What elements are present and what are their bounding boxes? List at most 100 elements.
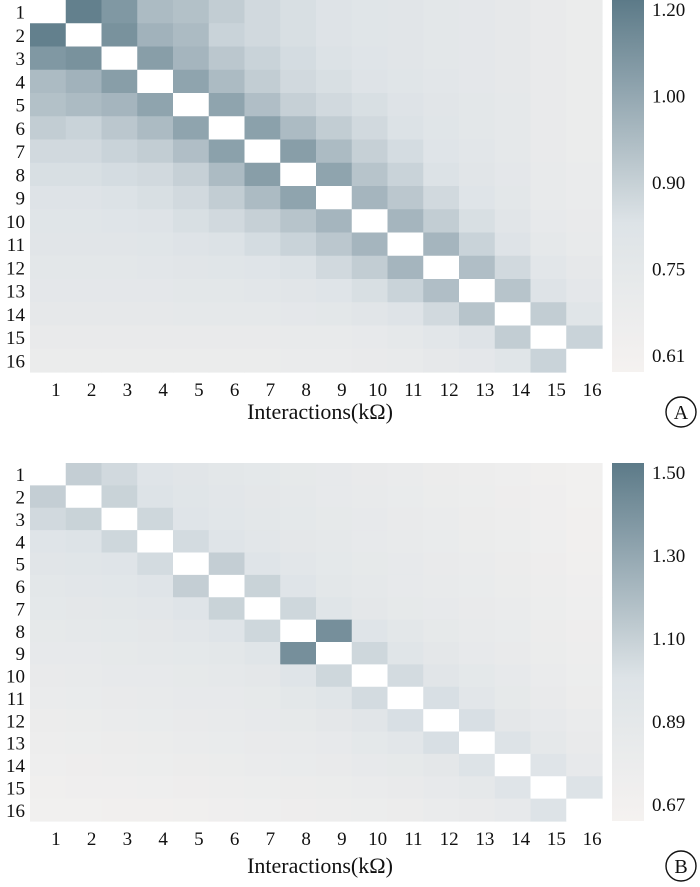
- heatmap-cell: [244, 619, 281, 643]
- heatmap-cell: [101, 463, 138, 486]
- heatmap-cell: [280, 116, 317, 141]
- heatmap-cell: [387, 507, 424, 531]
- heatmap-cell: [208, 485, 246, 509]
- heatmap-cell: [30, 798, 67, 822]
- heatmap-cell: [137, 279, 174, 303]
- heatmap-cell: [530, 116, 567, 141]
- heatmap-cell: [530, 597, 567, 621]
- heatmap-cell: [316, 302, 353, 327]
- heatmap-cell: [459, 776, 496, 800]
- heatmap-cell: [566, 776, 603, 800]
- heatmap-cell: [280, 530, 317, 554]
- heatmap-cell: [423, 302, 460, 327]
- heatmap-cell: [280, 731, 317, 755]
- y-tick-label: 15: [6, 778, 25, 799]
- heatmap-cell: [65, 302, 103, 327]
- heatmap-cell: [494, 776, 532, 800]
- heatmap-cell: [30, 46, 67, 71]
- x-tick-label: 1: [51, 829, 61, 850]
- heatmap-cell: [208, 302, 246, 327]
- heatmap-cell: [351, 46, 389, 71]
- heatmap-cell: [280, 279, 317, 303]
- heatmap-cell: [137, 709, 174, 733]
- heatmap-cell: [351, 302, 389, 327]
- heatmap-cell: [387, 93, 424, 117]
- heatmap-cell: [65, 753, 103, 777]
- heatmap-cell: [208, 798, 246, 822]
- heatmap-cell: [387, 139, 424, 164]
- heatmap-cell: [494, 709, 532, 733]
- heatmap-cell: [351, 597, 389, 621]
- y-tick-label: 14: [6, 756, 26, 777]
- heatmap-cell: [316, 69, 353, 94]
- heatmap-cell: [30, 0, 67, 24]
- heatmap-cell: [351, 664, 389, 688]
- panel-badge-label: B: [674, 856, 687, 878]
- x-tick-label: 12: [440, 829, 459, 850]
- heatmap-cell: [423, 552, 460, 576]
- heatmap-cell: [423, 731, 460, 755]
- heatmap-cell: [423, 709, 460, 733]
- heatmap-cell: [30, 507, 67, 531]
- heatmap-cell: [137, 731, 174, 755]
- heatmap-cell: [459, 463, 496, 486]
- heatmap-cell: [387, 116, 424, 141]
- heatmap-cell: [244, 686, 281, 710]
- heatmap-cell: [208, 530, 246, 554]
- heatmap-cell: [494, 798, 532, 822]
- heatmap-cell: [351, 776, 389, 800]
- heatmap-cell: [459, 232, 496, 257]
- heatmap-cell: [566, 209, 603, 234]
- heatmap-cell: [316, 46, 353, 71]
- heatmap-cell: [459, 485, 496, 509]
- heatmap-cell: [530, 664, 567, 688]
- heatmap-cell: [387, 552, 424, 576]
- heatmap-cell: [494, 731, 532, 755]
- heatmap-cell: [137, 574, 174, 598]
- heatmap-cell: [459, 139, 496, 164]
- heatmap-cell: [316, 279, 353, 303]
- heatmap-cell: [208, 507, 246, 531]
- heatmap-cell: [351, 93, 389, 117]
- heatmap-cell: [423, 776, 460, 800]
- heatmap-cell: [459, 255, 496, 280]
- heatmap-cell: [351, 162, 389, 187]
- heatmap-cell: [30, 325, 67, 350]
- heatmap-cell: [137, 162, 174, 187]
- y-tick-label: 11: [7, 235, 25, 256]
- heatmap-cell: [387, 186, 424, 210]
- heatmap-cell: [387, 325, 424, 350]
- heatmap-cell: [137, 597, 174, 621]
- heatmap-cell: [101, 507, 138, 531]
- heatmap-cell: [351, 255, 389, 280]
- heatmap-cell: [494, 69, 532, 94]
- heatmap-cell: [459, 731, 496, 755]
- heatmap-cell: [244, 209, 281, 234]
- y-tick-label: 8: [16, 165, 26, 186]
- heatmap-cell: [423, 753, 460, 777]
- heatmap-cell: [280, 485, 317, 509]
- heatmap-cell: [316, 485, 353, 509]
- heatmap-cell: [459, 552, 496, 576]
- heatmap-cell: [208, 69, 246, 94]
- heatmap-cell: [65, 279, 103, 303]
- heatmap-cell: [459, 325, 496, 350]
- heatmap-cell: [530, 93, 567, 117]
- heatmap-cell: [137, 753, 174, 777]
- colorbar-tick-label: 0.67: [652, 795, 685, 816]
- heatmap-cell: [459, 507, 496, 531]
- heatmap-cell: [30, 279, 67, 303]
- heatmap-cell: [566, 162, 603, 187]
- heatmap-cell: [351, 0, 389, 24]
- heatmap-cell: [101, 709, 138, 733]
- heatmap-cell: [566, 507, 603, 531]
- heatmap-cell: [494, 507, 532, 531]
- heatmap-cell: [566, 0, 603, 24]
- x-tick-label: 14: [511, 380, 531, 401]
- heatmap-cell: [566, 642, 603, 665]
- heatmap-cell: [137, 139, 174, 164]
- heatmap-cell: [280, 255, 317, 280]
- heatmap-cell: [173, 23, 210, 48]
- heatmap-cell: [173, 686, 210, 710]
- heatmap-cell: [459, 23, 496, 48]
